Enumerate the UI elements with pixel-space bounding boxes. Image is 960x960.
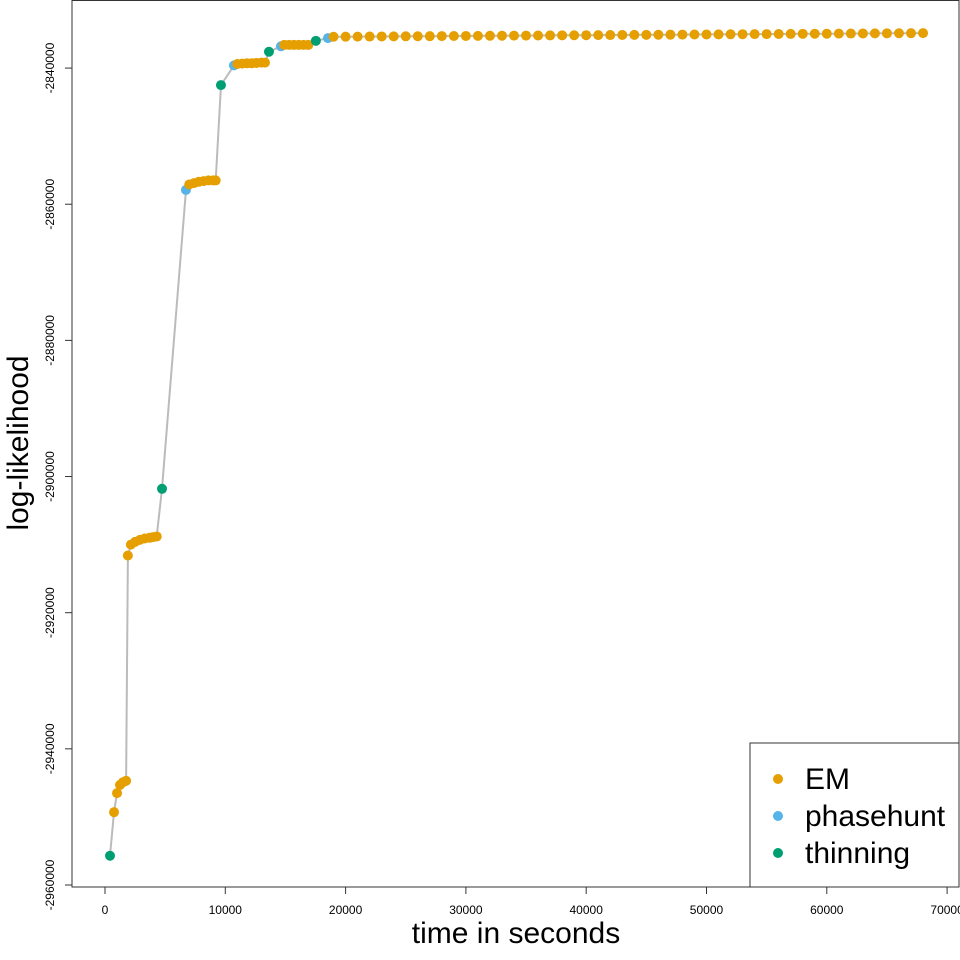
point xyxy=(701,29,712,40)
point xyxy=(122,550,133,561)
point xyxy=(328,31,339,42)
point xyxy=(112,788,123,799)
point xyxy=(151,531,162,542)
point xyxy=(376,31,387,42)
point xyxy=(869,28,880,39)
point xyxy=(436,31,447,42)
point xyxy=(157,483,168,494)
legend-label: phasehunt xyxy=(805,800,946,833)
point xyxy=(472,30,483,41)
point xyxy=(569,30,580,41)
point xyxy=(412,31,423,42)
point xyxy=(593,30,604,41)
point xyxy=(713,29,724,40)
y-tick-label: -2940000 xyxy=(43,723,57,774)
legend-marker xyxy=(773,811,783,821)
point xyxy=(893,28,904,39)
point xyxy=(424,31,435,42)
point xyxy=(496,30,507,41)
point xyxy=(215,80,226,91)
legend-label: thinning xyxy=(805,837,910,870)
point xyxy=(785,28,796,39)
point xyxy=(533,30,544,41)
y-axis-label: log-likelihood xyxy=(2,355,35,530)
y-tick-label: -2920000 xyxy=(43,587,57,638)
point xyxy=(918,28,929,39)
point xyxy=(857,28,868,39)
point xyxy=(629,29,640,40)
point xyxy=(737,29,748,40)
point xyxy=(509,30,520,41)
x-tick-label: 70000 xyxy=(930,903,960,917)
point xyxy=(749,29,760,40)
x-tick-label: 20000 xyxy=(329,903,363,917)
legend-marker xyxy=(773,848,783,858)
point xyxy=(689,29,700,40)
point xyxy=(557,30,568,41)
point xyxy=(641,29,652,40)
point xyxy=(653,29,664,40)
point xyxy=(448,31,459,42)
point xyxy=(605,30,616,41)
y-tick-label: -2860000 xyxy=(43,179,57,230)
y-tick-label: -2880000 xyxy=(43,315,57,366)
point xyxy=(210,175,221,186)
point xyxy=(521,30,532,41)
x-tick-label: 40000 xyxy=(570,903,604,917)
legend-marker xyxy=(773,774,783,784)
point xyxy=(797,28,808,39)
point xyxy=(263,46,274,57)
trace-line xyxy=(109,32,924,856)
legend-box xyxy=(749,742,960,888)
point xyxy=(809,28,820,39)
x-tick-label: 50000 xyxy=(690,903,724,917)
point xyxy=(581,30,592,41)
x-axis-label: time in seconds xyxy=(412,917,620,950)
point xyxy=(881,28,892,39)
point xyxy=(833,28,844,39)
x-tick-label: 0 xyxy=(102,903,109,917)
point xyxy=(259,57,270,68)
point xyxy=(484,30,495,41)
point xyxy=(617,29,628,40)
x-tick-label: 30000 xyxy=(449,903,483,917)
point xyxy=(109,807,120,818)
point xyxy=(310,35,321,46)
point xyxy=(340,31,351,42)
point xyxy=(388,31,399,42)
point xyxy=(906,28,917,39)
x-tick-label: 10000 xyxy=(209,903,243,917)
point xyxy=(725,29,736,40)
point xyxy=(545,30,556,41)
plot-frame xyxy=(71,0,960,888)
point xyxy=(303,39,314,50)
point xyxy=(665,29,676,40)
point xyxy=(364,31,375,42)
y-tick-label: -2900000 xyxy=(43,451,57,502)
point xyxy=(761,29,772,40)
point xyxy=(677,29,688,40)
point xyxy=(821,28,832,39)
point xyxy=(460,30,471,41)
point xyxy=(105,850,116,861)
legend-label: EM xyxy=(805,763,850,796)
point xyxy=(773,28,784,39)
point xyxy=(400,31,411,42)
y-tick-label: -2840000 xyxy=(43,42,57,93)
point xyxy=(845,28,856,39)
point xyxy=(352,31,363,42)
x-tick-label: 60000 xyxy=(810,903,844,917)
y-tick-label: -2960000 xyxy=(43,859,57,910)
point xyxy=(121,775,132,786)
